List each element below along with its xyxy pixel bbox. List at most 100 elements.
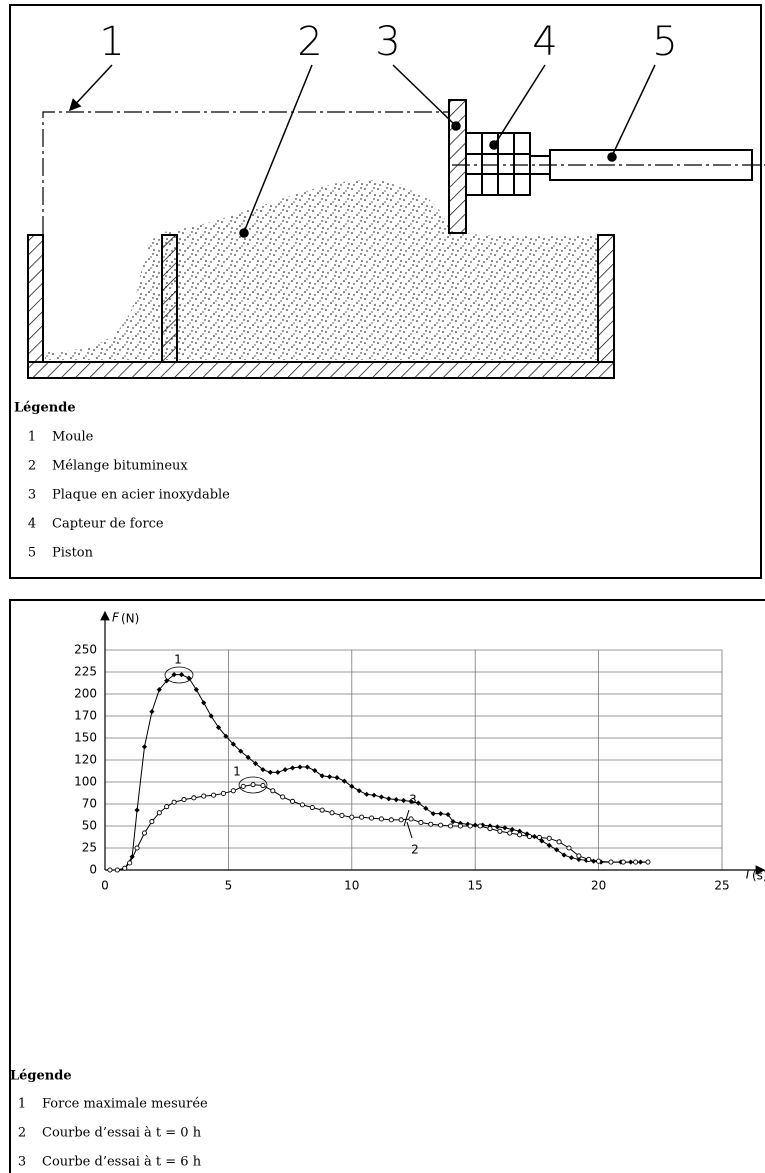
point xyxy=(142,744,147,749)
callout: 5 xyxy=(652,19,677,65)
point xyxy=(182,798,186,802)
frame xyxy=(10,600,765,1173)
point xyxy=(251,783,255,787)
point xyxy=(357,788,362,793)
y-tick-label: 225 xyxy=(74,665,97,679)
point xyxy=(165,805,169,809)
annotation: 3 xyxy=(409,793,417,807)
x-tick-label: 5 xyxy=(225,879,233,893)
point xyxy=(275,770,280,775)
page: 1 2 3 4 5 Légende 1 Moule 2 Mélange bitumin… xyxy=(0,0,765,1173)
point xyxy=(134,808,139,813)
leader xyxy=(404,810,409,826)
point xyxy=(330,811,334,815)
point xyxy=(150,820,154,824)
legend-number: 3 xyxy=(28,488,36,503)
series-line xyxy=(110,675,648,870)
point xyxy=(211,793,215,797)
x-axis-unit: (s) xyxy=(752,869,765,883)
point xyxy=(305,764,310,769)
annotation: 2 xyxy=(411,843,419,857)
mould-wall xyxy=(28,235,43,362)
y-axis-unit: (N) xyxy=(121,612,139,626)
point xyxy=(371,793,376,798)
callout: 2 xyxy=(297,19,322,65)
point xyxy=(577,854,581,858)
legend-number: 5 xyxy=(28,546,36,561)
point xyxy=(157,811,161,815)
point xyxy=(419,820,423,824)
x-tick-label: 0 xyxy=(101,879,109,893)
leader xyxy=(407,822,412,838)
point xyxy=(527,834,531,838)
x-tick-label: 15 xyxy=(468,879,483,893)
legend-text: Capteur de force xyxy=(52,517,164,532)
point xyxy=(386,796,391,801)
y-tick-label: 120 xyxy=(74,753,97,767)
point xyxy=(468,824,472,828)
point xyxy=(634,860,638,864)
point xyxy=(379,794,384,799)
callout: 1 xyxy=(99,19,124,65)
point xyxy=(268,770,273,775)
y-tick-label: 50 xyxy=(82,819,97,833)
point xyxy=(438,811,443,816)
point xyxy=(179,672,184,677)
point xyxy=(128,861,132,865)
callout: 3 xyxy=(375,19,400,65)
point xyxy=(290,765,295,770)
legend-title: Légende xyxy=(14,401,76,416)
point xyxy=(409,817,413,821)
series-line xyxy=(110,785,648,870)
point xyxy=(281,795,285,799)
y-tick-label: 70 xyxy=(82,797,97,811)
point xyxy=(488,827,492,831)
mixture xyxy=(45,180,598,360)
point xyxy=(300,803,304,807)
point xyxy=(508,831,512,835)
y-tick-label: 100 xyxy=(74,775,97,789)
mould-wall xyxy=(598,235,614,362)
y-axis-label: F xyxy=(112,611,120,625)
point xyxy=(340,813,344,817)
point xyxy=(290,799,294,803)
point xyxy=(283,767,288,772)
point xyxy=(478,824,482,828)
point xyxy=(334,775,339,780)
point xyxy=(591,859,596,864)
point xyxy=(201,700,206,705)
point xyxy=(108,868,112,872)
legend-text: Moule xyxy=(52,430,94,445)
point xyxy=(495,824,500,829)
legend-number: 2 xyxy=(28,459,36,474)
point xyxy=(327,774,332,779)
mould-wall xyxy=(162,235,177,362)
legend-number: 1 xyxy=(28,430,36,445)
point xyxy=(241,784,245,788)
point xyxy=(609,860,613,864)
mould-base xyxy=(28,362,614,378)
legend-number: 3 xyxy=(18,1155,26,1170)
y-tick-label: 0 xyxy=(89,863,97,877)
x-tick-label: 25 xyxy=(714,879,729,893)
legend-number: 1 xyxy=(18,1097,26,1112)
y-tick-label: 150 xyxy=(74,731,97,745)
legend-number: 2 xyxy=(18,1126,26,1141)
point xyxy=(186,676,191,681)
point xyxy=(557,840,561,844)
point xyxy=(231,789,235,793)
legend-text: Plaque en acier inoxydable xyxy=(52,488,230,503)
legend-text: Mélange bitumineux xyxy=(52,459,188,474)
point xyxy=(567,846,571,850)
legend-title: Légende xyxy=(10,1069,72,1084)
point xyxy=(518,833,522,837)
legend-text: Force maximale mesurée xyxy=(42,1097,208,1112)
point xyxy=(547,836,551,840)
point xyxy=(364,792,369,797)
y-tick-label: 25 xyxy=(82,841,97,855)
point xyxy=(149,709,154,714)
steel-plate xyxy=(449,100,466,233)
legend-number: 4 xyxy=(28,517,36,532)
point xyxy=(597,859,601,863)
point xyxy=(194,687,199,692)
